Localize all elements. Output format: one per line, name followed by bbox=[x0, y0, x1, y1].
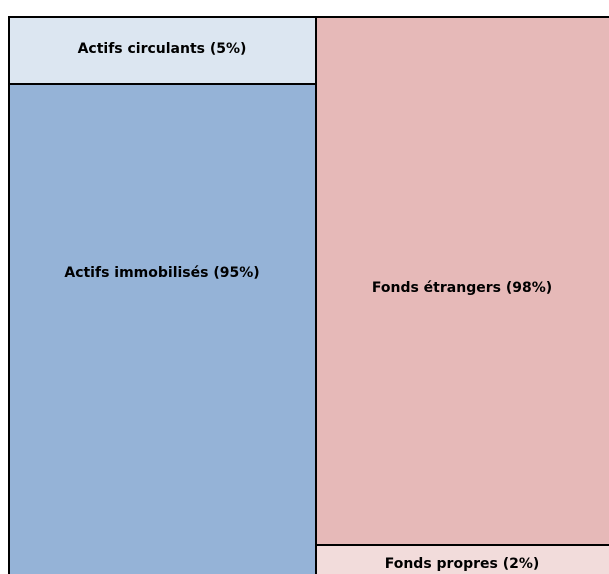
fixed-assets-box bbox=[8, 83, 317, 574]
box-label: Actifs circulants (5%) bbox=[78, 41, 247, 57]
box-label: Fonds propres (2%) bbox=[385, 556, 540, 572]
current-assets-box bbox=[8, 16, 317, 85]
box-label: Actifs immobilisés (95%) bbox=[64, 265, 259, 281]
box-label: Fonds étrangers (98%) bbox=[372, 280, 552, 296]
liabilities-box bbox=[315, 16, 609, 546]
equity-box bbox=[315, 544, 609, 574]
